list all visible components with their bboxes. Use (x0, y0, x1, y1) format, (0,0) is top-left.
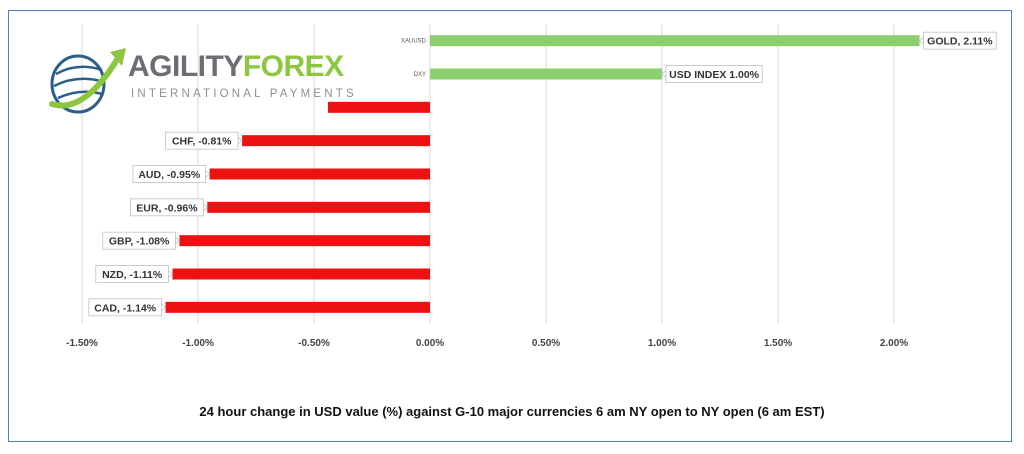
svg-text:NZD, -1.11%: NZD, -1.11% (102, 269, 163, 281)
x-tick-label: -0.50% (298, 338, 330, 349)
brand-part2: FOREX (242, 50, 344, 83)
bar-cad (165, 301, 430, 313)
bars (165, 35, 920, 313)
x-tick-label: 0.00% (416, 338, 444, 349)
data-label-aud: AUD, -0.95% (132, 165, 211, 183)
data-label-nzd: NZD, -1.11% (95, 265, 174, 283)
data-label-cad: CAD, -1.14% (88, 298, 167, 317)
bar-aud (209, 168, 430, 180)
bar-nzd (172, 268, 431, 280)
chart-frame (8, 10, 1012, 442)
data-label-gbp: GBP, -1.08% (102, 231, 181, 250)
svg-text:USD INDEX 1.00%: USD INDEX 1.00% (669, 69, 760, 81)
category-label: DXY (414, 72, 426, 78)
bar-chf (242, 135, 430, 147)
globe-swoosh-icon (49, 48, 126, 114)
x-tick-label: 2.00% (880, 338, 908, 349)
brand-tagline: INTERNATIONAL PAYMENTS (131, 88, 357, 100)
data-label-dxy: USD INDEX 1.00% (661, 65, 763, 83)
svg-text:EUR, -0.96%: EUR, -0.96% (136, 202, 198, 214)
chart-caption: 24 hour change in USD value (%) against … (199, 404, 825, 419)
bar-jpy (327, 101, 430, 113)
x-tick-label: 0.50% (532, 338, 560, 349)
svg-text:GBP, -1.08%: GBP, -1.08% (109, 236, 170, 248)
category-label: XAUUSD (401, 39, 427, 45)
svg-text:GOLD, 2.11%: GOLD, 2.11% (927, 36, 993, 48)
agility-forex-logo: AGILITYFOREX INTERNATIONAL PAYMENTS (48, 44, 354, 120)
x-tick-label: 1.00% (648, 338, 676, 349)
svg-text:CHF, -0.81%: CHF, -0.81% (172, 136, 232, 148)
x-axis-tick-labels: -1.50% -1.00% -0.50% 0.00% 0.50% 1.00% 1.50% 2.… (66, 338, 908, 349)
bar-eur (207, 201, 430, 213)
svg-text:CAD, -1.14%: CAD, -1.14% (94, 302, 157, 314)
data-label-chf: CHF, -0.81% (164, 131, 243, 150)
brand-name: AGILITYFOREX (128, 50, 344, 84)
x-tick-label: -1.00% (182, 338, 214, 349)
data-labels: GOLD, 2.11% USD INDEX 1.00% CHF, -0.81% AUD… (88, 31, 997, 317)
bar-xauusd (430, 35, 920, 47)
x-tick-label: -1.50% (66, 338, 98, 349)
category-labels: XAUUSD DXY (401, 39, 427, 78)
svg-text:AUD, -0.95%: AUD, -0.95% (138, 169, 201, 181)
bar-gbp (179, 235, 430, 247)
data-label-xauusd: GOLD, 2.11% (918, 31, 997, 50)
x-tick-label: 1.50% (764, 338, 792, 349)
bar-dxy (430, 68, 662, 80)
data-label-eur: EUR, -0.96% (130, 198, 208, 217)
brand-part1: AGILITY (128, 50, 243, 83)
